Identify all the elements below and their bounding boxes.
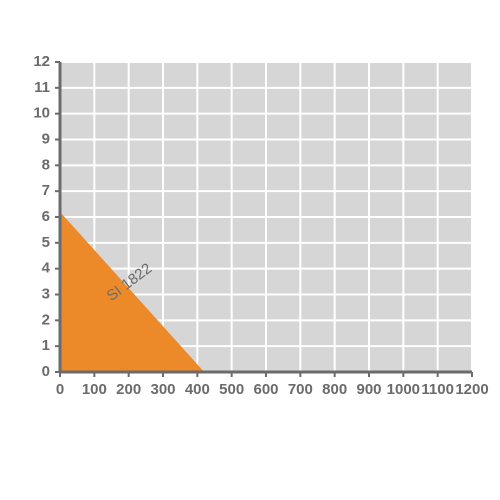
x-tick-label: 1000 xyxy=(387,381,420,398)
y-tick-label: 10 xyxy=(33,105,50,122)
y-tick-label: 11 xyxy=(34,79,50,96)
x-tick-label: 1100 xyxy=(421,381,454,398)
x-tick-label: 100 xyxy=(82,381,107,398)
y-tick-label: 3 xyxy=(42,285,50,302)
x-tick-label: 700 xyxy=(288,381,313,398)
x-tick-label: 500 xyxy=(219,381,244,398)
y-tick-label: 8 xyxy=(42,156,50,173)
y-tick-label: 6 xyxy=(42,208,50,225)
y-tick-label: 0 xyxy=(42,363,50,380)
x-tick-label: 1200 xyxy=(455,381,488,398)
y-tick-label: 4 xyxy=(42,260,51,277)
y-tick-label: 12 xyxy=(33,53,50,70)
x-tick-label: 600 xyxy=(253,381,278,398)
performance-chart: 0123456789101112010020030040050060070080… xyxy=(0,0,500,500)
x-tick-label: 0 xyxy=(56,381,64,398)
x-tick-label: 800 xyxy=(322,381,347,398)
x-tick-label: 400 xyxy=(185,381,210,398)
x-tick-label: 300 xyxy=(150,381,175,398)
x-tick-label: 900 xyxy=(356,381,381,398)
y-tick-label: 9 xyxy=(42,130,50,147)
x-tick-label: 200 xyxy=(116,381,141,398)
y-tick-label: 1 xyxy=(42,337,50,354)
chart-svg: 0123456789101112010020030040050060070080… xyxy=(0,0,500,500)
y-tick-label: 2 xyxy=(42,311,50,328)
y-tick-label: 5 xyxy=(42,234,50,251)
y-tick-label: 7 xyxy=(42,182,50,199)
